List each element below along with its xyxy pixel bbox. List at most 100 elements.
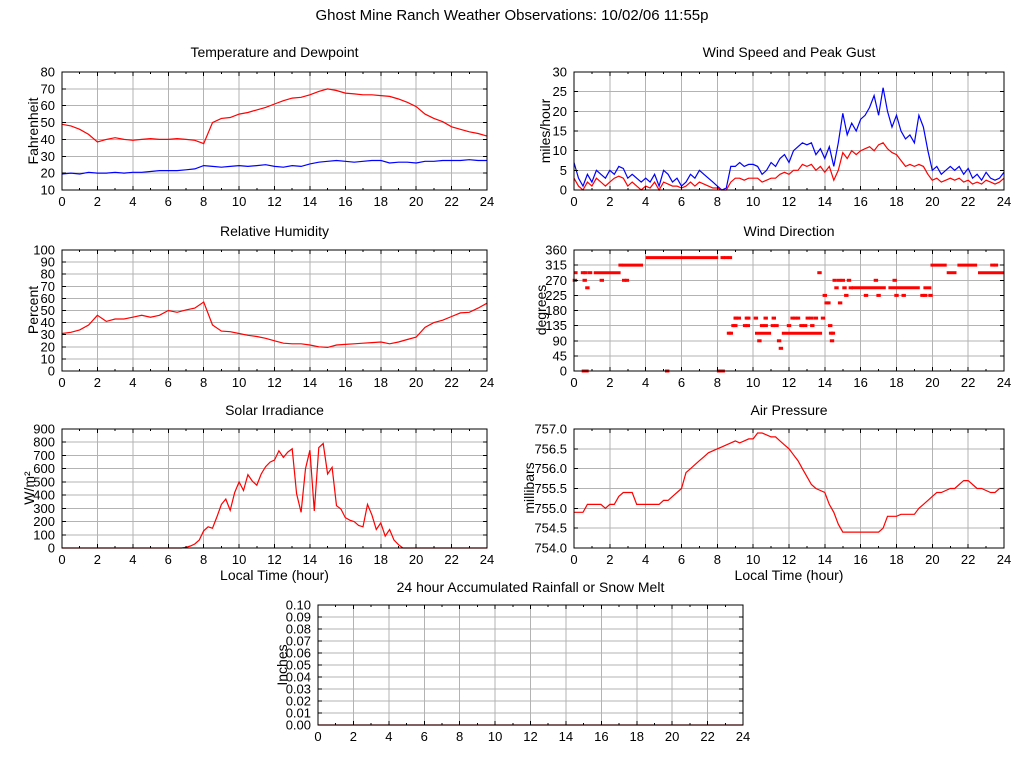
svg-text:757.0: 757.0 bbox=[534, 422, 567, 437]
svg-text:754.5: 754.5 bbox=[534, 521, 567, 536]
svg-text:12: 12 bbox=[782, 375, 796, 390]
svg-text:0.08: 0.08 bbox=[286, 622, 311, 637]
svg-text:135: 135 bbox=[545, 318, 567, 333]
svg-text:8: 8 bbox=[456, 729, 463, 744]
svg-text:0: 0 bbox=[48, 364, 55, 379]
svg-text:20: 20 bbox=[41, 339, 55, 354]
air-pressure-plot: 0 2 4 6 8 10 12 14 16 18 20 22 24754.0754.5755.0755.… bbox=[534, 422, 1011, 568]
svg-text:20: 20 bbox=[409, 375, 423, 390]
svg-text:315: 315 bbox=[545, 258, 567, 273]
svg-text:70: 70 bbox=[41, 81, 55, 96]
svg-text:40: 40 bbox=[41, 132, 55, 147]
svg-text:0: 0 bbox=[560, 183, 567, 198]
svg-text:24: 24 bbox=[997, 194, 1011, 209]
svg-text:0.10: 0.10 bbox=[286, 598, 311, 613]
svg-text:18: 18 bbox=[630, 729, 644, 744]
svg-text:8: 8 bbox=[200, 194, 207, 209]
svg-text:24: 24 bbox=[480, 552, 494, 567]
svg-text:4: 4 bbox=[129, 552, 136, 567]
svg-text:6: 6 bbox=[165, 375, 172, 390]
svg-text:100: 100 bbox=[33, 527, 55, 542]
chart-title: Solar Irradiance bbox=[225, 402, 324, 418]
svg-text:60: 60 bbox=[41, 291, 55, 306]
svg-text:22: 22 bbox=[961, 375, 975, 390]
x-axis-label: Local Time (hour) bbox=[734, 567, 844, 583]
svg-text:10: 10 bbox=[746, 552, 760, 567]
svg-text:10: 10 bbox=[41, 351, 55, 366]
svg-text:18: 18 bbox=[374, 375, 388, 390]
chart-title: Wind Direction bbox=[743, 223, 835, 239]
svg-text:225: 225 bbox=[545, 288, 567, 303]
svg-text:6: 6 bbox=[678, 194, 685, 209]
svg-text:20: 20 bbox=[925, 194, 939, 209]
svg-text:22: 22 bbox=[961, 194, 975, 209]
svg-text:24: 24 bbox=[997, 552, 1011, 567]
svg-text:14: 14 bbox=[818, 194, 832, 209]
svg-text:20: 20 bbox=[41, 166, 55, 181]
svg-text:80: 80 bbox=[41, 267, 55, 282]
svg-text:14: 14 bbox=[303, 552, 317, 567]
svg-text:6: 6 bbox=[165, 194, 172, 209]
svg-text:0.09: 0.09 bbox=[286, 610, 311, 625]
svg-text:0.06: 0.06 bbox=[286, 646, 311, 661]
svg-text:755.0: 755.0 bbox=[534, 501, 567, 516]
svg-text:756.5: 756.5 bbox=[534, 441, 567, 456]
svg-text:12: 12 bbox=[267, 194, 281, 209]
svg-text:2: 2 bbox=[350, 729, 357, 744]
svg-text:14: 14 bbox=[559, 729, 573, 744]
svg-text:5: 5 bbox=[560, 163, 567, 178]
svg-text:20: 20 bbox=[925, 375, 939, 390]
svg-text:90: 90 bbox=[41, 255, 55, 270]
svg-text:20: 20 bbox=[925, 552, 939, 567]
svg-text:8: 8 bbox=[714, 194, 721, 209]
svg-text:0.01: 0.01 bbox=[286, 706, 311, 721]
svg-text:755.5: 755.5 bbox=[534, 481, 567, 496]
svg-text:10: 10 bbox=[488, 729, 502, 744]
svg-text:12: 12 bbox=[782, 552, 796, 567]
svg-text:700: 700 bbox=[33, 448, 55, 463]
svg-text:100: 100 bbox=[33, 243, 55, 258]
svg-text:50: 50 bbox=[41, 115, 55, 130]
svg-text:0: 0 bbox=[58, 194, 65, 209]
svg-text:2: 2 bbox=[94, 552, 101, 567]
svg-text:0: 0 bbox=[570, 552, 577, 567]
svg-text:10: 10 bbox=[41, 183, 55, 198]
chart-title: Air Pressure bbox=[750, 402, 828, 418]
svg-text:20: 20 bbox=[553, 104, 567, 119]
svg-text:90: 90 bbox=[553, 333, 567, 348]
svg-text:25: 25 bbox=[553, 84, 567, 99]
svg-text:30: 30 bbox=[41, 149, 55, 164]
svg-text:0.05: 0.05 bbox=[286, 658, 311, 673]
svg-text:22: 22 bbox=[444, 375, 458, 390]
relative-humidity-plot: 0 2 4 6 8 10 12 14 16 18 20 22 240102030405060708090… bbox=[33, 243, 494, 391]
svg-text:754.0: 754.0 bbox=[534, 541, 567, 556]
svg-text:0.03: 0.03 bbox=[286, 682, 311, 697]
svg-text:45: 45 bbox=[553, 348, 567, 363]
svg-text:2: 2 bbox=[606, 375, 613, 390]
chart-title: Temperature and Dewpoint bbox=[190, 44, 359, 60]
svg-text:0.07: 0.07 bbox=[286, 634, 311, 649]
svg-text:80: 80 bbox=[41, 65, 55, 80]
svg-text:12: 12 bbox=[782, 194, 796, 209]
svg-text:4: 4 bbox=[385, 729, 392, 744]
svg-text:2: 2 bbox=[606, 194, 613, 209]
svg-text:10: 10 bbox=[746, 194, 760, 209]
svg-text:12: 12 bbox=[523, 729, 537, 744]
svg-text:300: 300 bbox=[33, 501, 55, 516]
svg-text:14: 14 bbox=[303, 194, 317, 209]
svg-text:200: 200 bbox=[33, 514, 55, 529]
page-title: Ghost Mine Ranch Weather Observations: 1… bbox=[315, 7, 709, 24]
svg-text:16: 16 bbox=[338, 194, 352, 209]
svg-text:800: 800 bbox=[33, 435, 55, 450]
svg-text:0.02: 0.02 bbox=[286, 694, 311, 709]
svg-text:14: 14 bbox=[818, 375, 832, 390]
svg-text:8: 8 bbox=[714, 375, 721, 390]
svg-text:8: 8 bbox=[200, 552, 207, 567]
svg-text:20: 20 bbox=[409, 194, 423, 209]
svg-text:24: 24 bbox=[480, 194, 494, 209]
svg-text:360: 360 bbox=[545, 243, 567, 258]
svg-text:22: 22 bbox=[444, 194, 458, 209]
